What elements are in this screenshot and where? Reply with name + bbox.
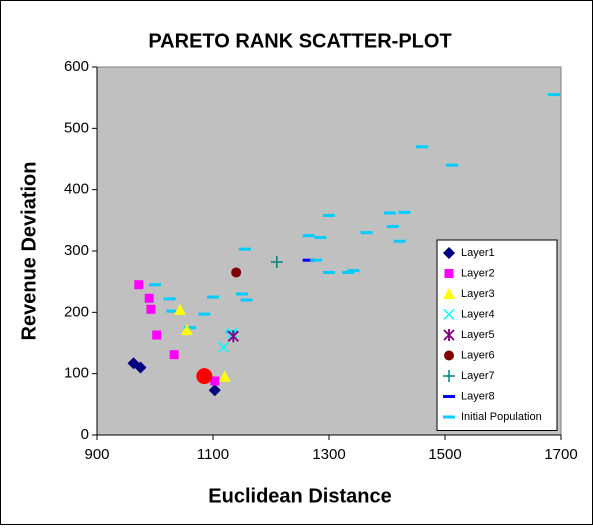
- y-tick-label: 400: [64, 181, 89, 198]
- legend-label: Layer8: [461, 390, 495, 402]
- point: [208, 384, 221, 397]
- point: [360, 231, 373, 235]
- y-axis-label: Revenue Deviation: [18, 162, 40, 341]
- legend: [436, 239, 558, 431]
- point: [152, 330, 162, 340]
- point: [218, 370, 231, 382]
- legend-marker: [444, 269, 454, 278]
- point: [445, 163, 458, 167]
- point: [398, 210, 411, 214]
- point: [169, 350, 179, 360]
- point: [347, 269, 360, 273]
- point: [173, 303, 186, 315]
- x-tick-label: 1700: [544, 446, 577, 463]
- point: [227, 330, 239, 343]
- legend-label: Layer7: [461, 370, 495, 382]
- point: [207, 295, 219, 299]
- point: [134, 361, 147, 374]
- point: [146, 304, 156, 314]
- point: [196, 368, 213, 385]
- legend-label: Layer4: [461, 308, 495, 320]
- legend-marker: [444, 350, 454, 361]
- legend-marker: [443, 288, 455, 299]
- x-tick-label: 1100: [197, 446, 229, 463]
- point: [198, 312, 211, 316]
- legend-marker: [443, 329, 455, 341]
- point: [383, 211, 396, 215]
- point: [415, 145, 428, 149]
- legend-marker: [443, 247, 455, 259]
- point: [302, 234, 315, 238]
- point: [183, 326, 196, 330]
- legend-marker: [443, 370, 455, 382]
- chart-title: PARETO RANK SCATTER-PLOT: [148, 30, 451, 52]
- x-axis-label: Euclidean Distance: [208, 485, 391, 507]
- y-tick-label: 600: [64, 58, 89, 75]
- legend-marker: [443, 415, 455, 419]
- point: [149, 283, 161, 287]
- point: [238, 247, 251, 251]
- y-tick-label: 300: [64, 242, 89, 259]
- y-tick-label: 500: [64, 119, 89, 136]
- legend-label: Layer2: [461, 267, 495, 279]
- point: [166, 309, 179, 313]
- point: [323, 213, 335, 217]
- y-tick-label: 200: [64, 303, 89, 320]
- legend-label: Layer6: [461, 349, 495, 361]
- x-tick-label: 1500: [428, 446, 461, 463]
- x-tick-label: 1300: [312, 446, 345, 463]
- point: [180, 324, 193, 336]
- point: [144, 293, 154, 303]
- legend-marker: [443, 395, 455, 398]
- point: [548, 93, 561, 97]
- point: [226, 327, 238, 339]
- point: [314, 236, 327, 240]
- legend-label: Layer3: [461, 288, 495, 300]
- point: [217, 341, 229, 353]
- point: [236, 292, 248, 296]
- point: [386, 224, 399, 228]
- point: [342, 270, 355, 274]
- point: [134, 280, 144, 290]
- point: [310, 258, 323, 262]
- y-tick-label: 100: [64, 365, 89, 382]
- legend-label: Initial Population: [461, 411, 542, 423]
- legend-label: Layer5: [461, 329, 495, 341]
- point: [302, 258, 315, 262]
- point: [231, 267, 242, 278]
- point: [240, 298, 253, 302]
- point: [163, 297, 176, 301]
- point: [393, 239, 406, 243]
- legend-label: Layer1: [461, 247, 495, 259]
- x-tick-label: 900: [84, 446, 109, 463]
- legend-marker: [443, 308, 455, 321]
- point: [210, 376, 220, 386]
- y-tick-label: 0: [81, 426, 89, 443]
- point: [270, 256, 283, 269]
- point: [323, 270, 335, 274]
